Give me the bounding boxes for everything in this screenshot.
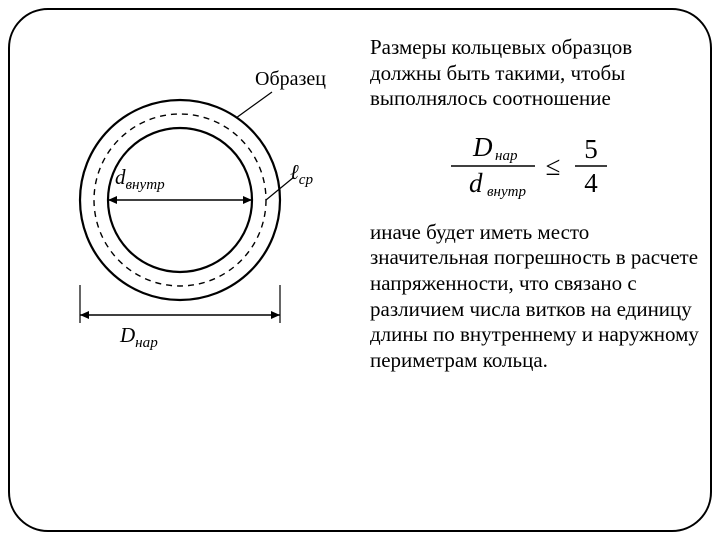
label-l-mid-prefix: ℓ (290, 160, 299, 184)
tail-paragraph: иначе будет иметь место значительная пог… (370, 220, 700, 374)
label-l-mid: ℓср (290, 160, 313, 189)
svg-text:d: d (469, 168, 483, 198)
label-l-mid-sub: ср (299, 172, 313, 188)
label-d-outer-prefix: D (120, 323, 135, 347)
svg-text:D: D (472, 132, 493, 162)
svg-text:5: 5 (584, 134, 598, 164)
label-d-inner-sub: внутр (126, 177, 165, 193)
formula: Dнарdвнутр ≤5 4 (435, 126, 635, 206)
label-d-outer-sub: нар (135, 335, 158, 351)
svg-text:нар: нар (495, 148, 518, 164)
label-d-outer: Dнар (120, 323, 158, 352)
svg-text:≤: ≤ (546, 151, 561, 181)
svg-text:4: 4 (584, 168, 598, 198)
ring-diagram: Образец dвнутр ℓср Dнар (30, 30, 350, 300)
label-sample: Образец (255, 68, 326, 91)
label-d-inner: dвнутр (115, 165, 165, 194)
svg-text:внутр: внутр (487, 184, 526, 200)
label-d-inner-prefix: d (115, 165, 126, 189)
intro-paragraph: Размеры кольцевых образцов должны быть т… (370, 35, 700, 112)
text-column: Размеры кольцевых образцов должны быть т… (370, 35, 700, 387)
